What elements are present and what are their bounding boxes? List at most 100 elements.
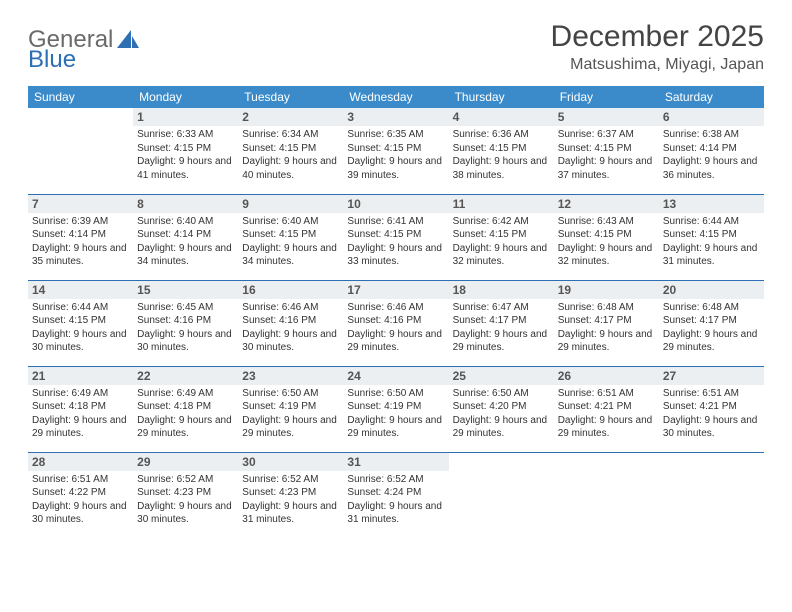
calendar-day-cell: 19 Sunrise: 6:48 AMSunset: 4:17 PMDayligh…	[554, 280, 659, 366]
day-number: 10	[343, 195, 448, 213]
weekday-header: Friday	[554, 86, 659, 108]
day-number: 6	[659, 108, 764, 126]
day-number: 4	[449, 108, 554, 126]
calendar-day-cell	[449, 452, 554, 538]
day-details: Sunrise: 6:33 AMSunset: 4:15 PMDaylight:…	[137, 128, 234, 182]
calendar-week-row: 14 Sunrise: 6:44 AMSunset: 4:15 PMDayligh…	[28, 280, 764, 366]
day-details: Sunrise: 6:44 AMSunset: 4:15 PMDaylight:…	[663, 215, 760, 269]
calendar-day-cell: 29Sunrise: 6:52 AMSunset: 4:23 PMDayligh…	[133, 452, 238, 538]
calendar-day-cell: 3 Sunrise: 6:35 AMSunset: 4:15 PMDaylight…	[343, 108, 448, 194]
calendar-week-row: 1Sunrise: 6:33 AMSunset: 4:15 PMDaylight…	[28, 108, 764, 194]
title-block: December 2025 Matsushima, Miyagi, Japan	[551, 20, 764, 74]
calendar-day-cell: 31Sunrise: 6:52 AMSunset: 4:24 PMDayligh…	[343, 452, 448, 538]
day-details: Sunrise: 6:47 AMSunset: 4:17 PMDaylight:…	[453, 301, 550, 355]
calendar-day-cell: 9 Sunrise: 6:40 AMSunset: 4:15 PMDaylight…	[238, 194, 343, 280]
day-number: 23	[238, 367, 343, 385]
calendar-day-cell: 21 Sunrise: 6:49 AMSunset: 4:18 PMDayligh…	[28, 366, 133, 452]
calendar-day-cell: 15 Sunrise: 6:45 AMSunset: 4:16 PMDayligh…	[133, 280, 238, 366]
day-details: Sunrise: 6:52 AMSunset: 4:24 PMDaylight:…	[347, 473, 444, 527]
calendar-week-row: 28 Sunrise: 6:51 AMSunset: 4:22 PMDayligh…	[28, 452, 764, 538]
day-details: Sunrise: 6:42 AMSunset: 4:15 PMDaylight:…	[453, 215, 550, 269]
location: Matsushima, Miyagi, Japan	[551, 56, 764, 74]
day-number: 27	[659, 367, 764, 385]
month-title: December 2025	[551, 20, 764, 54]
day-number: 7	[28, 195, 133, 213]
calendar-day-cell: 7 Sunrise: 6:39 AMSunset: 4:14 PMDaylight…	[28, 194, 133, 280]
calendar-day-cell: 2 Sunrise: 6:34 AMSunset: 4:15 PMDaylight…	[238, 108, 343, 194]
calendar-day-cell: 23Sunrise: 6:50 AMSunset: 4:19 PMDayligh…	[238, 366, 343, 452]
calendar-day-cell: 25 Sunrise: 6:50 AMSunset: 4:20 PMDayligh…	[449, 366, 554, 452]
day-details: Sunrise: 6:49 AMSunset: 4:18 PMDaylight:…	[137, 387, 234, 441]
calendar-table: Sunday Monday Tuesday Wednesday Thursday…	[28, 86, 764, 538]
day-details: Sunrise: 6:37 AMSunset: 4:15 PMDaylight:…	[558, 128, 655, 182]
day-number: 25	[449, 367, 554, 385]
day-details: Sunrise: 6:39 AMSunset: 4:14 PMDaylight:…	[32, 215, 129, 269]
weekday-header: Monday	[133, 86, 238, 108]
day-number: 8	[133, 195, 238, 213]
calendar-day-cell: 18 Sunrise: 6:47 AMSunset: 4:17 PMDayligh…	[449, 280, 554, 366]
calendar-day-cell: 24 Sunrise: 6:50 AMSunset: 4:19 PMDayligh…	[343, 366, 448, 452]
day-number: 11	[449, 195, 554, 213]
weekday-header: Tuesday	[238, 86, 343, 108]
calendar-day-cell: 26 Sunrise: 6:51 AMSunset: 4:21 PMDayligh…	[554, 366, 659, 452]
day-details: Sunrise: 6:51 AMSunset: 4:21 PMDaylight:…	[558, 387, 655, 441]
day-details: Sunrise: 6:38 AMSunset: 4:14 PMDaylight:…	[663, 128, 760, 182]
day-details: Sunrise: 6:49 AMSunset: 4:18 PMDaylight:…	[32, 387, 129, 441]
calendar-day-cell	[28, 108, 133, 194]
calendar-day-cell: 4 Sunrise: 6:36 AMSunset: 4:15 PMDaylight…	[449, 108, 554, 194]
day-details: Sunrise: 6:48 AMSunset: 4:17 PMDaylight:…	[558, 301, 655, 355]
calendar-day-cell: 5Sunrise: 6:37 AMSunset: 4:15 PMDaylight…	[554, 108, 659, 194]
day-number: 30	[238, 453, 343, 471]
day-details: Sunrise: 6:36 AMSunset: 4:15 PMDaylight:…	[453, 128, 550, 182]
calendar-day-cell: 14 Sunrise: 6:44 AMSunset: 4:15 PMDayligh…	[28, 280, 133, 366]
header: General December 2025 Matsushima, Miyagi…	[28, 20, 764, 74]
day-details: Sunrise: 6:41 AMSunset: 4:15 PMDaylight:…	[347, 215, 444, 269]
logo-word2: Blue	[28, 46, 76, 74]
day-number: 14	[28, 281, 133, 299]
day-number: 9	[238, 195, 343, 213]
day-details: Sunrise: 6:52 AMSunset: 4:23 PMDaylight:…	[137, 473, 234, 527]
day-number: 18	[449, 281, 554, 299]
day-details: Sunrise: 6:52 AMSunset: 4:23 PMDaylight:…	[242, 473, 339, 527]
weekday-header: Saturday	[659, 86, 764, 108]
day-details: Sunrise: 6:50 AMSunset: 4:19 PMDaylight:…	[347, 387, 444, 441]
day-details: Sunrise: 6:40 AMSunset: 4:15 PMDaylight:…	[242, 215, 339, 269]
day-number: 15	[133, 281, 238, 299]
day-number: 28	[28, 453, 133, 471]
day-number: 20	[659, 281, 764, 299]
day-details: Sunrise: 6:45 AMSunset: 4:16 PMDaylight:…	[137, 301, 234, 355]
day-number: 19	[554, 281, 659, 299]
day-details: Sunrise: 6:51 AMSunset: 4:21 PMDaylight:…	[663, 387, 760, 441]
day-number: 21	[28, 367, 133, 385]
day-details: Sunrise: 6:34 AMSunset: 4:15 PMDaylight:…	[242, 128, 339, 182]
calendar-day-cell: 30 Sunrise: 6:52 AMSunset: 4:23 PMDayligh…	[238, 452, 343, 538]
calendar-day-cell: 10 Sunrise: 6:41 AMSunset: 4:15 PMDayligh…	[343, 194, 448, 280]
day-details: Sunrise: 6:43 AMSunset: 4:15 PMDaylight:…	[558, 215, 655, 269]
weekday-header: Wednesday	[343, 86, 448, 108]
day-number: 24	[343, 367, 448, 385]
calendar-day-cell	[659, 452, 764, 538]
day-number: 16	[238, 281, 343, 299]
calendar-day-cell: 8Sunrise: 6:40 AMSunset: 4:14 PMDaylight…	[133, 194, 238, 280]
day-number: 13	[659, 195, 764, 213]
calendar-day-cell: 27 Sunrise: 6:51 AMSunset: 4:21 PMDayligh…	[659, 366, 764, 452]
day-details: Sunrise: 6:46 AMSunset: 4:16 PMDaylight:…	[347, 301, 444, 355]
calendar-day-cell: 22 Sunrise: 6:49 AMSunset: 4:18 PMDayligh…	[133, 366, 238, 452]
calendar-day-cell: 6 Sunrise: 6:38 AMSunset: 4:14 PMDaylight…	[659, 108, 764, 194]
day-number: 22	[133, 367, 238, 385]
day-number: 12	[554, 195, 659, 213]
day-details: Sunrise: 6:50 AMSunset: 4:20 PMDaylight:…	[453, 387, 550, 441]
calendar-day-cell: 11 Sunrise: 6:42 AMSunset: 4:15 PMDayligh…	[449, 194, 554, 280]
calendar-day-cell: 13 Sunrise: 6:44 AMSunset: 4:15 PMDayligh…	[659, 194, 764, 280]
calendar-day-cell: 20Sunrise: 6:48 AMSunset: 4:17 PMDayligh…	[659, 280, 764, 366]
calendar-day-cell: 1Sunrise: 6:33 AMSunset: 4:15 PMDaylight…	[133, 108, 238, 194]
day-details: Sunrise: 6:44 AMSunset: 4:15 PMDaylight:…	[32, 301, 129, 355]
day-number: 26	[554, 367, 659, 385]
day-details: Sunrise: 6:51 AMSunset: 4:22 PMDaylight:…	[32, 473, 129, 527]
weekday-header-row: Sunday Monday Tuesday Wednesday Thursday…	[28, 86, 764, 108]
calendar-day-cell: 28 Sunrise: 6:51 AMSunset: 4:22 PMDayligh…	[28, 452, 133, 538]
day-details: Sunrise: 6:35 AMSunset: 4:15 PMDaylight:…	[347, 128, 444, 182]
calendar-day-cell: 12 Sunrise: 6:43 AMSunset: 4:15 PMDayligh…	[554, 194, 659, 280]
day-number: 3	[343, 108, 448, 126]
day-number: 2	[238, 108, 343, 126]
